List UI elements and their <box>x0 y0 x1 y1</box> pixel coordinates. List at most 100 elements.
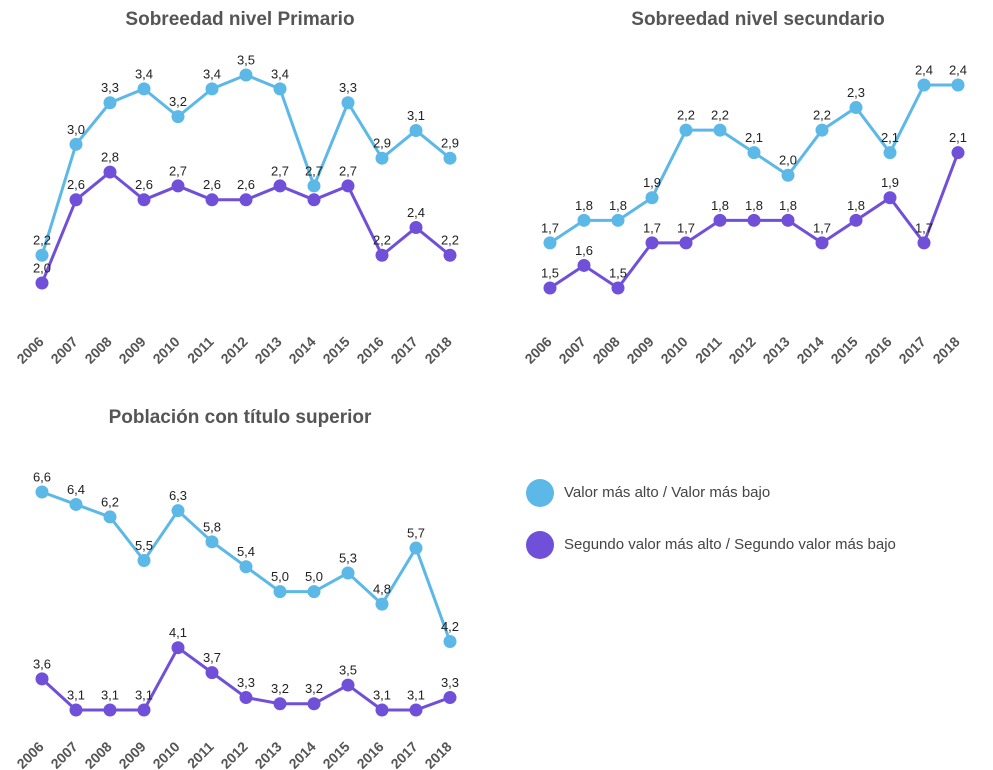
data-label: 3,1 <box>407 687 425 702</box>
data-point <box>239 560 253 574</box>
x-tick-label: 2011 <box>692 333 725 366</box>
x-tick-label: 2010 <box>657 333 690 366</box>
data-point <box>239 68 253 82</box>
data-point <box>341 96 355 110</box>
data-label: 2,6 <box>67 177 85 192</box>
chart-title: Población con título superior <box>109 407 372 428</box>
data-point <box>273 179 287 193</box>
data-label: 1,8 <box>745 198 763 213</box>
data-label: 5,5 <box>135 538 153 553</box>
data-point <box>69 703 83 717</box>
data-point <box>951 146 965 160</box>
x-tick-label: 2014 <box>793 333 826 366</box>
data-label: 6,4 <box>67 482 85 497</box>
data-point <box>645 191 659 205</box>
data-point <box>35 276 49 290</box>
data-point <box>341 566 355 580</box>
data-point <box>611 213 625 227</box>
data-point <box>917 236 931 250</box>
data-label: 5,4 <box>237 544 255 559</box>
data-label: 4,1 <box>169 625 187 640</box>
x-tick-label: 2010 <box>149 738 182 770</box>
data-label: 6,3 <box>169 488 187 503</box>
data-label: 3,4 <box>135 66 153 81</box>
data-label: 5,0 <box>305 569 323 584</box>
data-label: 3,3 <box>339 80 357 95</box>
x-tick-label: 2015 <box>319 333 352 366</box>
data-point <box>35 672 49 686</box>
data-point <box>205 535 219 549</box>
data-point <box>577 258 591 272</box>
data-label: 2,4 <box>915 62 933 77</box>
data-point <box>713 123 727 137</box>
legend-marker <box>526 479 554 507</box>
x-tick-label: 2011 <box>184 333 217 366</box>
data-point <box>917 78 931 92</box>
data-point <box>205 82 219 96</box>
data-point <box>611 281 625 295</box>
data-label: 2,4 <box>407 205 425 220</box>
data-point <box>171 641 185 655</box>
data-label: 3,3 <box>101 80 119 95</box>
data-point <box>171 504 185 518</box>
data-label: 1,6 <box>575 243 593 258</box>
data-point <box>137 703 151 717</box>
data-label: 2,9 <box>441 136 459 151</box>
data-point <box>375 151 389 165</box>
x-tick-label: 2017 <box>387 738 420 770</box>
data-point <box>883 146 897 160</box>
x-tick-label: 2007 <box>47 738 80 770</box>
data-point <box>849 213 863 227</box>
data-label: 1,8 <box>847 198 865 213</box>
data-point <box>679 236 693 250</box>
data-label: 3,0 <box>67 122 85 137</box>
data-label: 3,4 <box>271 66 289 81</box>
data-point <box>883 191 897 205</box>
data-point <box>35 248 49 262</box>
x-tick-label: 2015 <box>827 333 860 366</box>
data-label: 2,1 <box>881 130 899 145</box>
data-label: 2,4 <box>949 62 967 77</box>
data-point <box>679 123 693 137</box>
x-tick-label: 2018 <box>421 333 454 366</box>
x-tick-label: 2017 <box>895 333 928 366</box>
data-point <box>273 82 287 96</box>
legend-label: Segundo valor más alto / Segundo valor m… <box>564 536 896 553</box>
data-label: 2,1 <box>949 130 967 145</box>
data-label: 5,3 <box>339 550 357 565</box>
x-tick-label: 2018 <box>929 333 962 366</box>
data-point <box>409 123 423 137</box>
data-point <box>171 179 185 193</box>
x-tick-label: 2016 <box>353 738 386 770</box>
data-point <box>35 485 49 499</box>
data-label: 1,5 <box>609 265 627 280</box>
data-point <box>443 634 457 648</box>
data-label: 1,8 <box>609 198 627 213</box>
x-tick-label: 2006 <box>13 333 46 366</box>
data-point <box>239 691 253 705</box>
data-label: 2,9 <box>373 136 391 151</box>
data-point <box>443 691 457 705</box>
x-tick-label: 2009 <box>115 738 148 770</box>
x-tick-label: 2009 <box>115 333 148 366</box>
data-point <box>307 179 321 193</box>
data-point <box>543 236 557 250</box>
data-label: 2,0 <box>33 260 51 275</box>
data-point <box>849 101 863 115</box>
x-tick-label: 2018 <box>421 738 454 770</box>
data-label: 1,7 <box>677 220 695 235</box>
x-tick-label: 2006 <box>13 738 46 770</box>
data-label: 3,7 <box>203 650 221 665</box>
data-point <box>443 151 457 165</box>
data-label: 3,5 <box>237 52 255 67</box>
data-label: 2,7 <box>339 163 357 178</box>
data-point <box>409 221 423 235</box>
x-tick-label: 2008 <box>589 333 622 366</box>
x-tick-label: 2007 <box>555 333 588 366</box>
data-point <box>815 123 829 137</box>
data-point <box>375 248 389 262</box>
data-point <box>69 193 83 207</box>
data-label: 3,1 <box>101 687 119 702</box>
data-label: 1,8 <box>575 198 593 213</box>
